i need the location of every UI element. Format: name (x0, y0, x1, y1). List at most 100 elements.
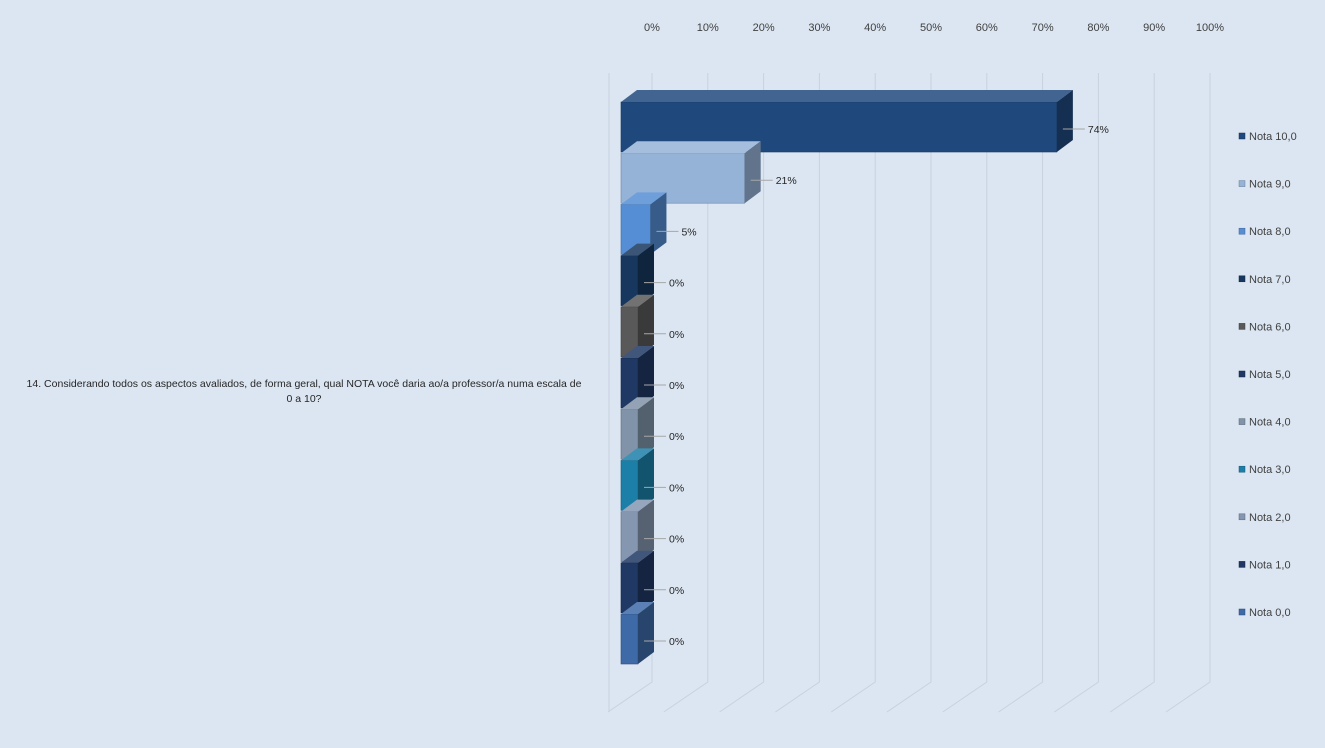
bar (620, 499, 654, 562)
legend-label: Nota 0,0 (1249, 607, 1291, 619)
bar-front (620, 613, 639, 665)
bar (620, 448, 654, 511)
bar-side (1056, 90, 1073, 152)
x-tick-label: 80% (1087, 22, 1109, 34)
gridline (886, 73, 932, 713)
legend-label: Nota 8,0 (1249, 226, 1291, 238)
data-label: 21% (776, 175, 797, 187)
bar-top (621, 499, 654, 512)
legend-label: Nota 5,0 (1249, 369, 1291, 381)
data-label: 0% (669, 380, 684, 392)
legend-swatch (1238, 608, 1246, 616)
legend-label: Nota 9,0 (1249, 179, 1291, 191)
gridline (830, 73, 876, 713)
bar-side (744, 141, 761, 204)
bar-side (638, 397, 654, 460)
legend-item: Nota 7,0 (1238, 274, 1291, 286)
bar-top (621, 550, 654, 563)
gridline (942, 73, 988, 713)
legend-swatch (1238, 370, 1246, 378)
bar-top (621, 602, 654, 614)
legend-item: Nota 1,0 (1238, 559, 1291, 571)
x-tick-label: 40% (864, 22, 886, 34)
gridline (1109, 73, 1155, 713)
bar-top (621, 90, 1073, 102)
legend-label: Nota 7,0 (1249, 274, 1291, 286)
legend-label: Nota 4,0 (1249, 417, 1291, 429)
legend-item: Nota 8,0 (1238, 226, 1291, 238)
legend-swatch (1238, 418, 1246, 425)
legend-item: Nota 4,0 (1238, 417, 1291, 429)
bar (620, 397, 654, 460)
x-tick-label: 30% (808, 22, 830, 34)
gridline (1165, 73, 1211, 713)
legend: Nota 10,0 Nota 9,0 Nota 8,0 Nota 7,0 Nota 6,… (1238, 131, 1297, 619)
x-axis-ticks: 0% 10% 20% 30% 40% 50% 60% 70% 80% 90% 100% (644, 22, 1224, 34)
bar-side (638, 448, 654, 511)
data-label: 5% (681, 226, 696, 238)
x-tick-label: 70% (1032, 22, 1054, 34)
bar-top (621, 397, 654, 410)
data-label: 0% (669, 431, 684, 443)
data-label: 0% (669, 329, 684, 341)
bar (620, 550, 654, 614)
bar (620, 346, 654, 409)
bar-top (621, 141, 761, 154)
data-labels: 74% 21% 5% 0% 0% 0% 0% 0% 0% 0% 0% (644, 124, 1109, 648)
x-tick-label: 90% (1143, 22, 1165, 34)
legend-item: Nota 3,0 (1238, 464, 1291, 476)
bar-top (621, 243, 654, 256)
bar-side (638, 243, 654, 306)
x-tick-label: 50% (920, 22, 942, 34)
bars (620, 90, 1073, 665)
data-label: 0% (669, 278, 684, 290)
gridline (1054, 73, 1099, 713)
legend-item: Nota 2,0 (1238, 512, 1291, 524)
bar-side (638, 550, 654, 613)
gridline (719, 73, 765, 713)
legend-label: Nota 2,0 (1249, 512, 1291, 524)
bar (620, 243, 654, 306)
data-label: 0% (669, 585, 684, 597)
data-label: 0% (669, 534, 684, 546)
bar-side (638, 602, 654, 664)
legend-swatch (1238, 465, 1246, 473)
bar-side (650, 192, 667, 255)
bar-top (621, 448, 654, 461)
legend-swatch (1238, 227, 1246, 235)
legend-swatch (1238, 275, 1246, 283)
bar-side (638, 499, 654, 562)
bar-top (621, 346, 654, 358)
bar-top (621, 192, 667, 205)
legend-item: Nota 6,0 (1238, 321, 1291, 333)
bar-side (638, 346, 654, 408)
gridline (775, 73, 820, 713)
x-tick-label: 60% (976, 22, 998, 34)
bar-side (638, 294, 654, 357)
x-tick-label: 10% (697, 22, 719, 34)
legend-swatch (1238, 132, 1246, 140)
bar (620, 141, 761, 204)
category-label-line-2: 0 a 10? (286, 393, 321, 405)
data-label: 0% (669, 636, 684, 648)
legend-item: Nota 9,0 (1238, 179, 1291, 191)
legend-swatch (1238, 513, 1246, 521)
x-tick-label: 100% (1196, 22, 1224, 34)
legend-item: Nota 10,0 (1238, 131, 1297, 143)
legend-label: Nota 6,0 (1249, 321, 1291, 333)
legend-label: Nota 1,0 (1249, 559, 1291, 571)
bar-top (621, 294, 654, 307)
x-tick-label: 0% (644, 22, 660, 34)
data-label: 74% (1088, 124, 1109, 136)
gridline (998, 73, 1044, 713)
legend-swatch (1238, 323, 1246, 330)
gridlines (607, 73, 1211, 713)
data-label: 0% (669, 482, 684, 494)
x-tick-label: 20% (753, 22, 775, 34)
category-label-line-1: 14. Considerando todos os aspectos avali… (27, 378, 582, 390)
gridline (663, 73, 709, 713)
legend-label: Nota 3,0 (1249, 464, 1291, 476)
legend-item: Nota 0,0 (1238, 607, 1291, 619)
bar (620, 602, 654, 665)
